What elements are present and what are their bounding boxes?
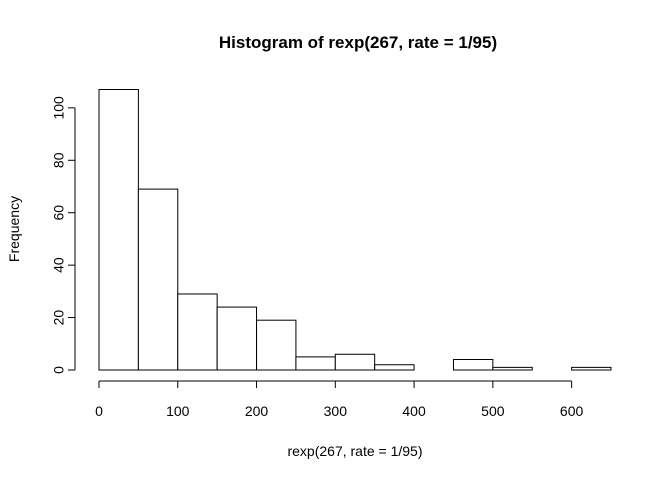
histogram-bar <box>452 359 494 371</box>
x-axis: 0 100 200 300 400 500 600 <box>95 380 584 419</box>
histogram-bar <box>374 364 415 371</box>
histogram-bars <box>98 89 612 371</box>
histogram-bar <box>571 366 612 371</box>
y-tick-label: 80 <box>51 152 67 168</box>
y-tick-label: 100 <box>51 96 67 120</box>
y-axis-label: Frequency <box>6 196 22 262</box>
x-tick-label: 400 <box>402 403 426 419</box>
y-axis: 0 20 40 60 80 100 <box>51 96 76 374</box>
histogram-bar <box>492 366 533 371</box>
histogram-bar <box>295 356 336 371</box>
x-tick-label: 200 <box>245 403 269 419</box>
histogram-bar <box>177 293 218 371</box>
histogram-bar <box>334 353 376 371</box>
x-axis-label: rexp(267, rate = 1/95) <box>287 443 422 459</box>
x-tick-label: 0 <box>95 403 103 419</box>
histogram-bar <box>216 306 258 371</box>
histogram-bar <box>256 319 297 371</box>
x-tick-label: 100 <box>166 403 190 419</box>
x-tick-label: 300 <box>324 403 348 419</box>
histogram-bar <box>137 188 179 371</box>
chart-title: Histogram of rexp(267, rate = 1/95) <box>219 33 497 52</box>
x-tick-label: 500 <box>481 403 505 419</box>
y-tick-label: 0 <box>51 366 67 374</box>
histogram-bar <box>98 89 139 371</box>
y-tick-label: 40 <box>51 257 67 273</box>
y-tick-label: 60 <box>51 205 67 221</box>
x-tick-label: 600 <box>560 403 584 419</box>
y-tick-label: 20 <box>51 310 67 326</box>
